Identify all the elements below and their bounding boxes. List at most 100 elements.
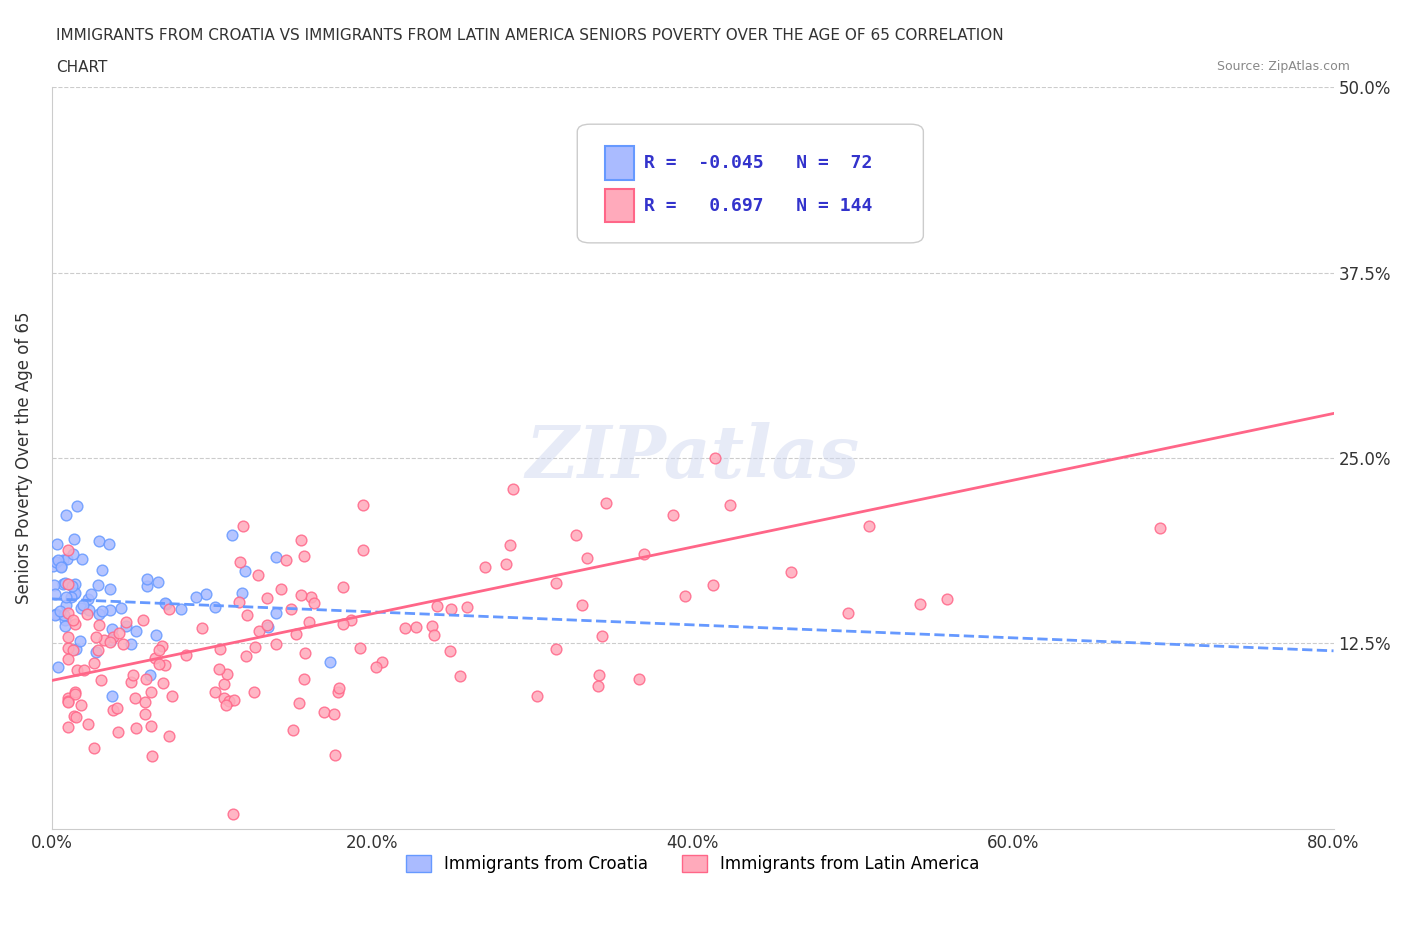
- Point: [212, 676, 235, 691]
- Point: [53, 576, 76, 591]
- Point: [56, 577, 79, 591]
- Point: [45, 537, 67, 551]
- Point: [328, 680, 350, 695]
- Point: [215, 698, 238, 712]
- Text: IMMIGRANTS FROM CROATIA VS IMMIGRANTS FROM LATIN AMERICA SENIORS POVERTY OVER TH: IMMIGRANTS FROM CROATIA VS IMMIGRANTS FR…: [56, 28, 1004, 43]
- Point: [228, 594, 250, 609]
- Point: [702, 578, 724, 592]
- Point: [62, 643, 84, 658]
- Point: [243, 639, 266, 654]
- Point: [495, 557, 517, 572]
- Point: [270, 582, 292, 597]
- Point: [405, 619, 427, 634]
- Point: [124, 721, 146, 736]
- Point: [184, 590, 207, 604]
- Point: [425, 599, 447, 614]
- Point: [77, 717, 100, 732]
- Point: [370, 655, 392, 670]
- Point: [105, 700, 128, 715]
- Point: [280, 602, 302, 617]
- Point: [62, 613, 84, 628]
- Point: [298, 615, 321, 630]
- Point: [565, 528, 588, 543]
- Point: [908, 596, 931, 611]
- Point: [152, 675, 174, 690]
- Point: [44, 607, 66, 622]
- Point: [44, 586, 66, 601]
- Point: [101, 688, 124, 703]
- Point: [76, 606, 98, 621]
- Point: [422, 627, 444, 642]
- Point: [222, 692, 245, 707]
- Point: [42, 558, 65, 573]
- Point: [233, 564, 256, 578]
- Point: [256, 619, 278, 634]
- Point: [89, 534, 111, 549]
- Point: [526, 688, 548, 703]
- Point: [124, 691, 146, 706]
- Point: [98, 537, 121, 551]
- Point: [46, 552, 69, 567]
- Point: [60, 578, 83, 593]
- Bar: [606, 146, 634, 179]
- Point: [52, 552, 75, 567]
- Point: [100, 632, 122, 647]
- Point: [153, 658, 176, 672]
- Point: [449, 669, 471, 684]
- Point: [110, 601, 132, 616]
- Point: [231, 586, 253, 601]
- Point: [266, 550, 288, 565]
- Point: [332, 580, 354, 595]
- Point: [323, 707, 346, 722]
- Point: [143, 650, 166, 665]
- Point: [169, 602, 191, 617]
- Point: [108, 626, 131, 641]
- Point: [935, 591, 957, 606]
- Point: [546, 576, 568, 591]
- Point: [229, 555, 252, 570]
- Point: [139, 718, 162, 733]
- Point: [157, 728, 180, 743]
- Point: [83, 655, 105, 670]
- Point: [55, 590, 77, 604]
- Point: [69, 633, 91, 648]
- Point: [70, 601, 93, 616]
- Point: [59, 589, 82, 604]
- Point: [422, 619, 444, 634]
- Point: [218, 693, 240, 708]
- Point: [145, 628, 167, 643]
- Point: [588, 668, 610, 683]
- Point: [42, 578, 65, 592]
- Point: [56, 720, 79, 735]
- Point: [292, 671, 315, 686]
- Point: [148, 657, 170, 671]
- Point: [591, 629, 613, 644]
- Point: [256, 618, 278, 633]
- Point: [588, 679, 610, 694]
- Point: [148, 643, 170, 658]
- Point: [284, 627, 307, 642]
- Point: [352, 498, 374, 512]
- Point: [204, 600, 226, 615]
- Y-axis label: Seniors Poverty Over the Age of 65: Seniors Poverty Over the Age of 65: [15, 312, 32, 604]
- Point: [98, 582, 121, 597]
- Point: [77, 603, 100, 618]
- Point: [56, 543, 79, 558]
- Point: [232, 519, 254, 534]
- Point: [204, 684, 226, 699]
- Point: [633, 547, 655, 562]
- Point: [208, 642, 231, 657]
- Point: [160, 689, 183, 704]
- Point: [132, 613, 155, 628]
- Point: [112, 636, 135, 651]
- Point: [65, 642, 87, 657]
- Point: [49, 604, 72, 618]
- Point: [80, 587, 103, 602]
- Text: ZIPatlas: ZIPatlas: [526, 422, 859, 494]
- Point: [157, 602, 180, 617]
- Point: [122, 668, 145, 683]
- Point: [114, 618, 136, 633]
- Point: [242, 684, 264, 699]
- Point: [56, 630, 79, 644]
- Point: [290, 588, 312, 603]
